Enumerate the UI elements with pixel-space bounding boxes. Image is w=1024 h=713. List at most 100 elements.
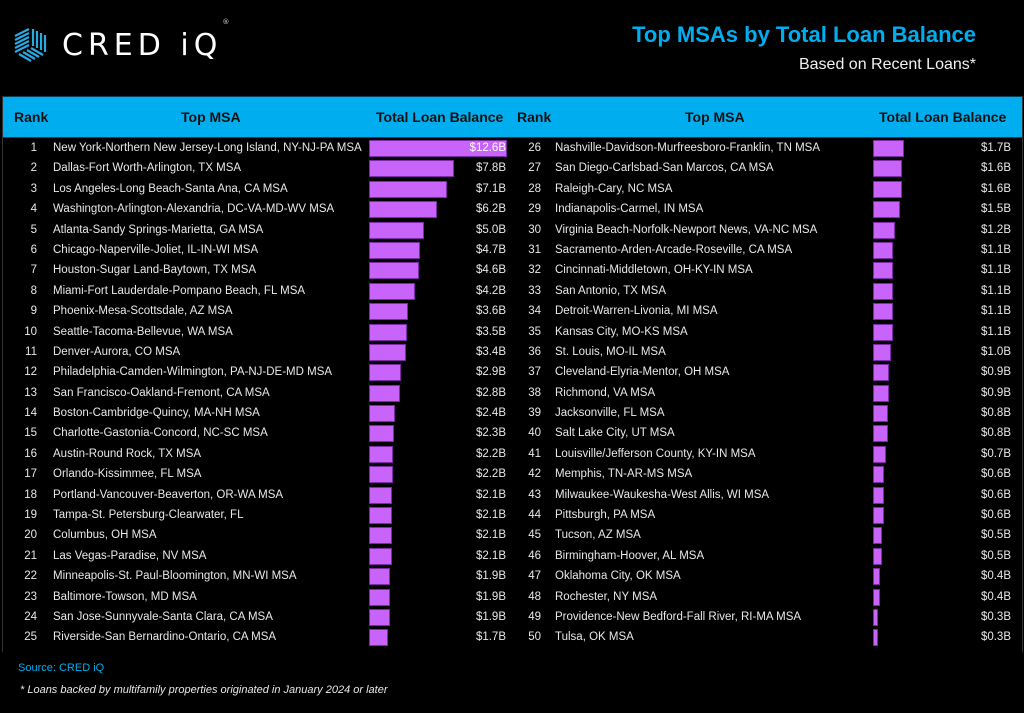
table-row[interactable]: 12 Philadelphia-Camden-Wilmington, PA-NJ-… xyxy=(3,362,513,382)
table-row[interactable]: 25 Riverside-San Bernardino-Ontario, CA M… xyxy=(3,627,513,647)
table-row[interactable]: 42 Memphis, TN-AR-MS MSA $0.6B xyxy=(513,464,1022,484)
balance-bar xyxy=(873,343,892,361)
table-row[interactable]: 45 Tucson, AZ MSA $0.5B xyxy=(513,525,1022,545)
msa-name-cell: Memphis, TN-AR-MS MSA xyxy=(555,468,693,481)
balance-value: $2.4B xyxy=(475,407,506,420)
table-row[interactable]: 33 San Antonio, TX MSA $1.1B xyxy=(513,281,1022,301)
table-row[interactable]: 32 Cincinnati-Middletown, OH-KY-IN MSA $1.… xyxy=(513,260,1022,280)
table-row[interactable]: 31 Sacramento-Arden-Arcade-Roseville, CA … xyxy=(513,240,1022,260)
table-row[interactable]: 4 Washington-Arlington-Alexandria, DC-VA-… xyxy=(3,199,513,219)
balance-bar xyxy=(873,303,894,321)
table-row[interactable]: 27 San Diego-Carlsbad-San Marcos, CA MSA $… xyxy=(513,158,1022,178)
table-row[interactable]: 49 Providence-New Bedford-Fall River, RI-… xyxy=(513,607,1022,627)
balance-bar xyxy=(369,466,394,484)
table-row[interactable]: 48 Rochester, NY MSA $0.4B xyxy=(513,587,1022,607)
balance-value: $1.9B xyxy=(475,610,506,623)
table-row[interactable]: 1 New York-Northern New Jersey-Long Islan… xyxy=(3,138,513,158)
table-row[interactable]: 46 Birmingham-Hoover, AL MSA $0.5B xyxy=(513,546,1022,566)
table-row[interactable]: 44 Pittsburgh, PA MSA $0.6B xyxy=(513,505,1022,525)
balance-bar xyxy=(369,608,390,626)
table-row[interactable]: 13 San Francisco-Oakland-Fremont, CA MSA $… xyxy=(3,383,513,403)
rank-cell: 38 xyxy=(528,386,541,399)
balance-value: $0.6B xyxy=(980,488,1011,501)
table-row[interactable]: 16 Austin-Round Rock, TX MSA $2.2B xyxy=(3,444,513,464)
rank-cell: 18 xyxy=(24,488,37,501)
rank-cell: 39 xyxy=(528,407,541,420)
balance-value: $1.5B xyxy=(980,203,1011,216)
balance-bar xyxy=(873,180,903,198)
balance-bar xyxy=(369,241,421,259)
table-row[interactable]: 8 Miami-Fort Lauderdale-Pompano Beach, FL… xyxy=(3,281,513,301)
rank-cell: 26 xyxy=(528,142,541,154)
table-row[interactable]: 11 Denver-Aurora, CO MSA $3.4B xyxy=(3,342,513,362)
msa-name-cell: Virginia Beach-Norfolk-Newport News, VA-… xyxy=(555,223,818,236)
balance-value: $1.9B xyxy=(475,570,506,583)
col-header-rank-right[interactable]: Rank xyxy=(517,109,552,125)
table-row[interactable]: 24 San Jose-Sunnyvale-Santa Clara, CA MSA… xyxy=(3,607,513,627)
table-row[interactable]: 26 Nashville-Davidson-Murfreesboro-Frankl… xyxy=(513,138,1022,158)
table-row[interactable]: 14 Boston-Cambridge-Quincy, MA-NH MSA $2.4… xyxy=(3,403,513,423)
col-header-balance-right[interactable]: Total Loan Balance xyxy=(879,109,1007,125)
table-row[interactable]: 41 Louisville/Jefferson County, KY-IN MSA… xyxy=(513,444,1022,464)
balance-bar xyxy=(369,405,396,423)
col-header-balance-left[interactable]: Total Loan Balance xyxy=(376,109,504,125)
table-row[interactable]: 35 Kansas City, MO-KS MSA $1.1B xyxy=(513,322,1022,342)
table-row[interactable]: 29 Indianapolis-Carmel, IN MSA $1.5B xyxy=(513,199,1022,219)
table-row[interactable]: 20 Columbus, OH MSA $2.1B xyxy=(3,525,513,545)
table-row[interactable]: 37 Cleveland-Elyria-Mentor, OH MSA $0.9B xyxy=(513,362,1022,382)
table-row[interactable]: 30 Virginia Beach-Norfolk-Newport News, V… xyxy=(513,220,1022,240)
msa-name-cell: Richmond, VA MSA xyxy=(555,386,656,399)
rank-cell: 45 xyxy=(528,529,541,542)
msa-name-cell: San Diego-Carlsbad-San Marcos, CA MSA xyxy=(555,162,774,175)
table-row[interactable]: 7 Houston-Sugar Land-Baytown, TX MSA $4.6B xyxy=(3,260,513,280)
table-row[interactable]: 9 Phoenix-Mesa-Scottsdale, AZ MSA $3.6B xyxy=(3,301,513,321)
table-row[interactable]: 28 Raleigh-Cary, NC MSA $1.6B xyxy=(513,179,1022,199)
rank-cell: 20 xyxy=(24,529,37,542)
balance-value: $2.2B xyxy=(475,468,506,481)
table-row[interactable]: 50 Tulsa, OK MSA $0.3B xyxy=(513,627,1022,647)
balance-value: $1.1B xyxy=(980,325,1011,338)
table-row[interactable]: 6 Chicago-Naperville-Joliet, IL-IN-WI MSA… xyxy=(3,240,513,260)
table-row[interactable]: 19 Tampa-St. Petersburg-Clearwater, FL $2.… xyxy=(3,505,513,525)
msa-name-cell: New York-Northern New Jersey-Long Island… xyxy=(53,142,362,154)
rank-cell: 31 xyxy=(528,243,541,256)
table-row[interactable]: 5 Atlanta-Sandy Springs-Marietta, GA MSA $… xyxy=(3,220,513,240)
table-row[interactable]: 34 Detroit-Warren-Livonia, MI MSA $1.1B xyxy=(513,301,1022,321)
balance-value: $0.5B xyxy=(980,529,1011,542)
table-row[interactable]: 39 Jacksonville, FL MSA $0.8B xyxy=(513,403,1022,423)
col-header-msa-right[interactable]: Top MSA xyxy=(685,109,745,125)
balance-bar xyxy=(873,201,901,219)
table-row[interactable]: 2 Dallas-Fort Worth-Arlington, TX MSA $7.8… xyxy=(3,158,513,178)
rank-cell: 12 xyxy=(24,366,37,379)
table-row[interactable]: 36 St. Louis, MO-IL MSA $1.0B xyxy=(513,342,1022,362)
col-header-rank-left[interactable]: Rank xyxy=(14,109,49,125)
balance-value: $3.6B xyxy=(475,305,506,318)
table-row[interactable]: 22 Minneapolis-St. Paul-Bloomington, MN-W… xyxy=(3,566,513,586)
balance-bar xyxy=(369,527,392,545)
table-row[interactable]: 40 Salt Lake City, UT MSA $0.8B xyxy=(513,423,1022,443)
table-header: Rank Top MSA Total Loan Balance Rank Top… xyxy=(3,96,1022,138)
balance-bar xyxy=(873,221,895,239)
balance-bar xyxy=(873,466,884,484)
table-row[interactable]: 15 Charlotte-Gastonia-Concord, NC-SC MSA $… xyxy=(3,423,513,443)
table-row[interactable]: 47 Oklahoma City, OK MSA $0.4B xyxy=(513,566,1022,586)
msa-name-cell: Jacksonville, FL MSA xyxy=(555,407,665,420)
table-row[interactable]: 23 Baltimore-Towson, MD MSA $1.9B xyxy=(3,587,513,607)
table-row[interactable]: 21 Las Vegas-Paradise, NV MSA $2.1B xyxy=(3,546,513,566)
table-row[interactable]: 38 Richmond, VA MSA $0.9B xyxy=(513,383,1022,403)
table-row[interactable]: 10 Seattle-Tacoma-Bellevue, WA MSA $3.5B xyxy=(3,322,513,342)
msa-name-cell: Indianapolis-Carmel, IN MSA xyxy=(555,203,704,216)
balance-value: $0.8B xyxy=(980,407,1011,420)
rank-cell: 22 xyxy=(24,570,37,583)
table-row[interactable]: 18 Portland-Vancouver-Beaverton, OR-WA MS… xyxy=(3,485,513,505)
rank-cell: 36 xyxy=(528,345,541,358)
balance-value: $1.1B xyxy=(980,284,1011,297)
col-header-msa-left[interactable]: Top MSA xyxy=(181,109,241,125)
table-row[interactable]: 3 Los Angeles-Long Beach-Santa Ana, CA MS… xyxy=(3,179,513,199)
rank-cell: 21 xyxy=(24,549,37,562)
rank-cell: 9 xyxy=(30,305,37,318)
balance-bar xyxy=(369,629,388,647)
table-row[interactable]: 17 Orlando-Kissimmee, FL MSA $2.2B xyxy=(3,464,513,484)
table-row[interactable]: 43 Milwaukee-Waukesha-West Allis, WI MSA $… xyxy=(513,485,1022,505)
balance-bar xyxy=(369,547,392,565)
